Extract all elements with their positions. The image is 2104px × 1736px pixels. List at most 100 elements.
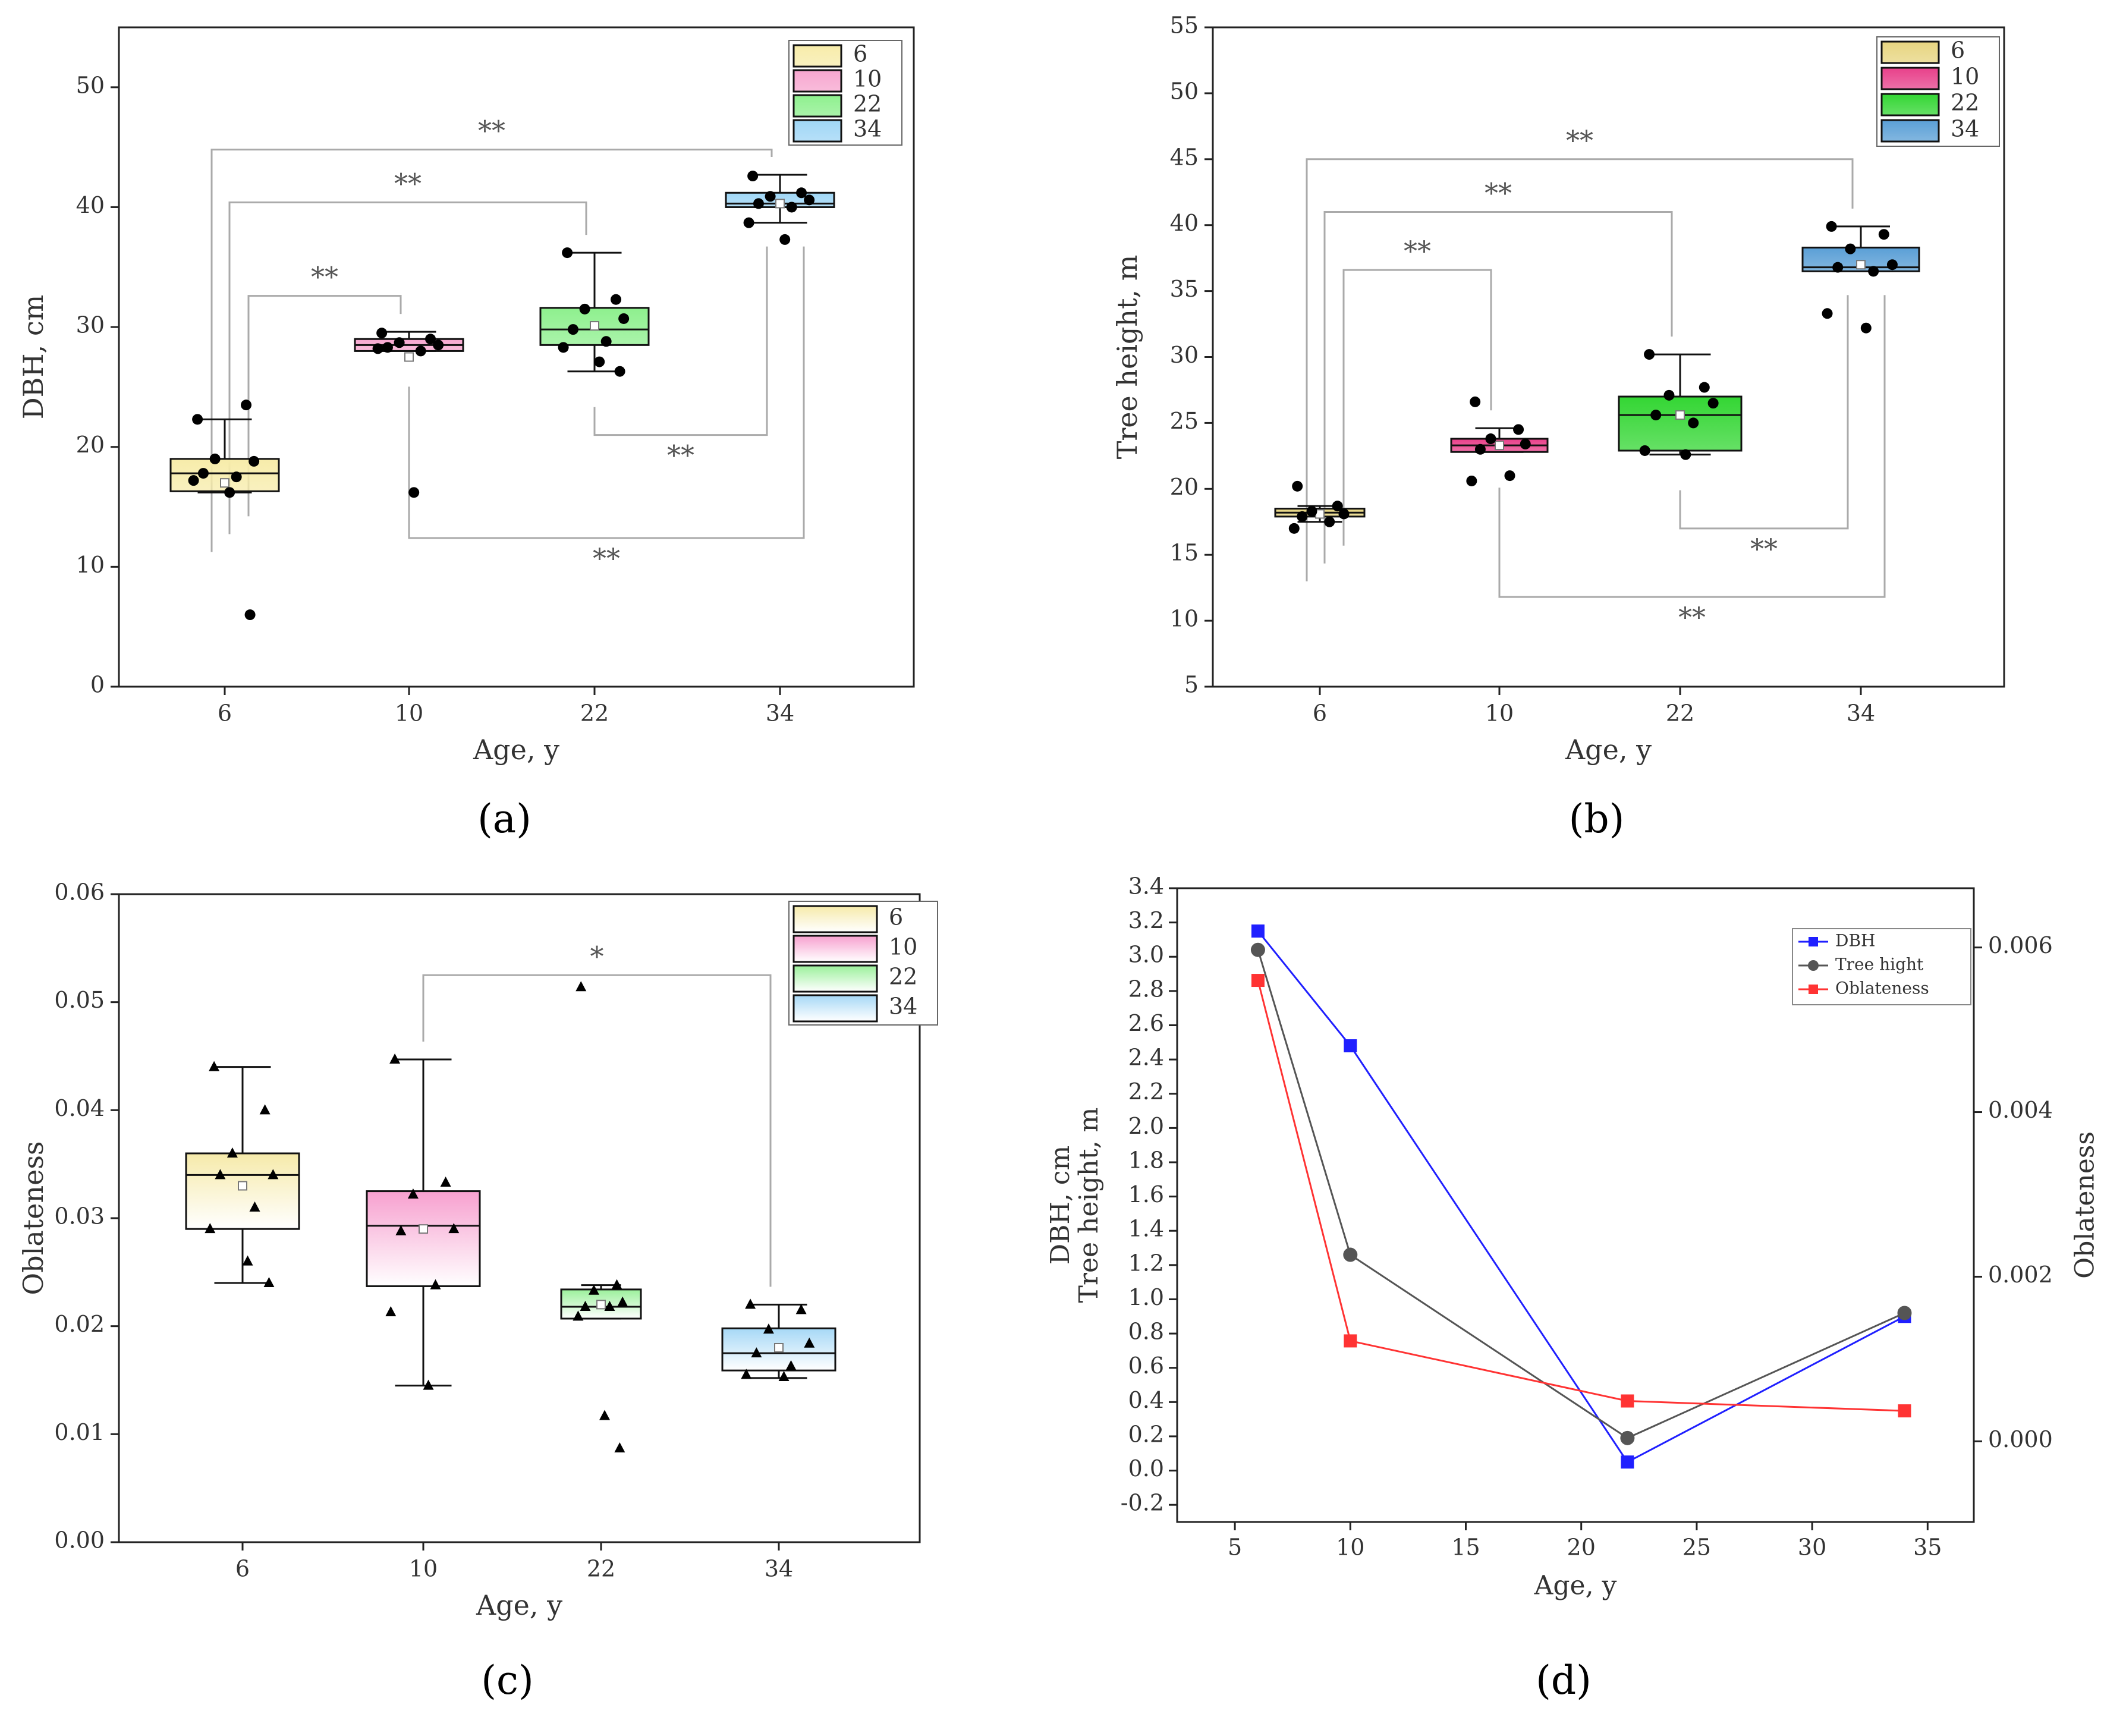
data-point (588, 1284, 599, 1295)
y-tick-label: 5 (1184, 672, 1199, 698)
data-point (1324, 516, 1335, 527)
data-point (779, 234, 791, 245)
significance-bracket (1323, 211, 1673, 564)
x-tick-label: 10 (1485, 700, 1514, 727)
legend-label: 6 (853, 41, 867, 67)
y-tick-label: 35 (1170, 276, 1199, 302)
panel-caption: (c) (481, 1658, 533, 1703)
significance-label: ** (1678, 601, 1706, 633)
data-point (241, 400, 252, 411)
significance-bracket (1306, 158, 1854, 581)
data-point (209, 1061, 220, 1071)
data-point (804, 194, 815, 206)
x-tick-label: 15 (1451, 1534, 1480, 1561)
y-tick-label: 3.2 (1128, 907, 1164, 933)
data-point (1639, 445, 1650, 456)
data-point (1699, 382, 1710, 393)
data-point (385, 1306, 397, 1317)
data-point (1707, 398, 1719, 409)
data-point (562, 247, 573, 259)
data-point (440, 1177, 451, 1187)
legend-label: 10 (1951, 64, 1979, 90)
y-tick-label: 1.2 (1128, 1250, 1164, 1276)
significance-bracket (1498, 295, 1886, 598)
data-point (448, 1223, 460, 1234)
significance-bracket (1679, 295, 1849, 530)
box-10 (366, 1190, 481, 1287)
data-point (611, 294, 622, 305)
data-point (242, 1255, 253, 1266)
data-point (1288, 523, 1300, 534)
legend-label: 34 (889, 993, 917, 1020)
legend-label: Oblateness (1835, 979, 1929, 998)
data-point (618, 313, 630, 324)
x-tick-label: 20 (1567, 1534, 1596, 1561)
x-tick-label: 22 (587, 1556, 615, 1582)
data-point (1832, 262, 1844, 273)
data-point (1485, 433, 1496, 445)
significance-label: ** (667, 439, 694, 471)
significance-bracket (228, 201, 587, 534)
x-tick-label: 30 (1798, 1534, 1826, 1561)
y-tick-label: 50 (1170, 78, 1199, 104)
significance-label: ** (1750, 533, 1778, 565)
y-tick-label: 0.6 (1128, 1353, 1164, 1379)
significance-label: * (590, 940, 604, 972)
legend-swatch (792, 964, 878, 993)
data-point (1822, 308, 1833, 319)
data-point (765, 191, 776, 202)
y-tick-label: 1.0 (1128, 1284, 1164, 1310)
data-point (1338, 508, 1350, 520)
y-tick-label: 30 (1170, 342, 1199, 368)
y2-tick-label: 0.000 (1988, 1426, 2053, 1452)
data-point (1344, 1039, 1357, 1053)
significance-label: ** (478, 115, 505, 147)
data-point (795, 1304, 807, 1314)
data-point (1470, 396, 1481, 407)
data-point (614, 1442, 625, 1452)
data-point (600, 336, 612, 347)
data-point (1826, 221, 1837, 232)
y-tick-label: 0.01 (54, 1419, 105, 1445)
significance-label: ** (1404, 235, 1431, 267)
legend-label: 34 (1951, 116, 1979, 142)
data-point (785, 1360, 797, 1370)
legend-swatch (792, 69, 842, 93)
mean-marker (775, 199, 785, 209)
box-6 (185, 1152, 300, 1230)
data-point (1251, 924, 1265, 938)
mean-marker (404, 352, 414, 362)
mean-marker (419, 1224, 428, 1234)
plot-frame (1176, 887, 1975, 1523)
y-tick-label: 2.0 (1128, 1113, 1164, 1139)
data-point (579, 303, 590, 315)
data-point (611, 1279, 622, 1290)
significance-bracket (1342, 269, 1492, 546)
y-tick-label: 0.00 (54, 1527, 105, 1553)
data-point (1878, 229, 1889, 240)
data-point (372, 343, 383, 354)
y-tick-label: 15 (1170, 540, 1199, 566)
y-tick-label: 20 (76, 432, 105, 458)
data-point (389, 1053, 401, 1064)
data-point (231, 471, 242, 483)
data-point (741, 1369, 752, 1379)
y-tick-label: 40 (1170, 210, 1199, 236)
y-tick-label: 0.06 (54, 879, 105, 905)
data-point (209, 453, 221, 464)
y-tick-label: 0.05 (54, 987, 105, 1013)
y-tick-label: 40 (76, 192, 105, 218)
legend-swatch (1880, 67, 1940, 90)
y2-tick-label: 0.002 (1988, 1262, 2053, 1288)
x-tick-label: 22 (580, 700, 609, 727)
y-tick-label: 2.4 (1128, 1045, 1164, 1071)
data-point (763, 1323, 774, 1334)
data-point (796, 187, 807, 199)
data-point (573, 1310, 584, 1321)
data-point (753, 198, 764, 209)
data-point (804, 1337, 815, 1348)
legend-marker (1809, 937, 1818, 946)
